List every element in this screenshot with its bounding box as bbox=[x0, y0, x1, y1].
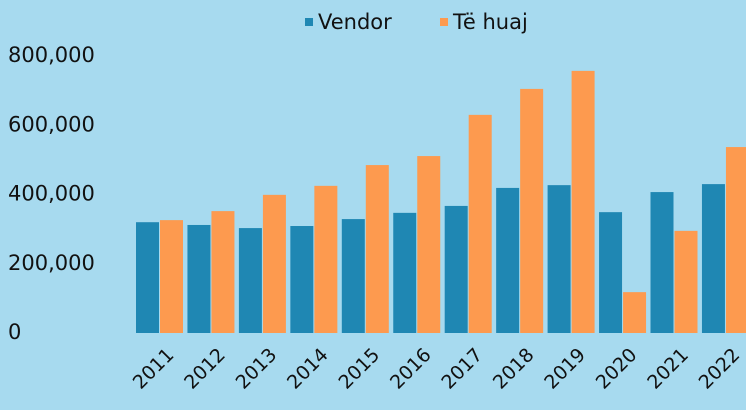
x-tick-label: 2019 bbox=[540, 344, 590, 394]
y-tick-label: 400,000 bbox=[8, 182, 95, 206]
legend-label: Vendor bbox=[318, 10, 392, 34]
bar bbox=[262, 194, 286, 333]
bar bbox=[417, 156, 441, 333]
x-tick-label: 2021 bbox=[643, 344, 693, 394]
bar bbox=[211, 211, 235, 333]
x-tick-label: 2013 bbox=[232, 344, 282, 394]
bar bbox=[623, 292, 647, 333]
legend-swatch bbox=[440, 18, 448, 26]
x-tick-label: 2018 bbox=[489, 344, 539, 394]
bar bbox=[290, 226, 314, 333]
bar bbox=[468, 114, 492, 333]
bar bbox=[444, 205, 468, 333]
bar bbox=[187, 224, 211, 333]
x-tick-label: 2012 bbox=[180, 344, 230, 394]
legend-swatch bbox=[305, 18, 313, 26]
y-tick-label: 0 bbox=[8, 320, 21, 344]
bar bbox=[547, 185, 571, 333]
x-tick-label: 2022 bbox=[695, 344, 745, 394]
bar bbox=[571, 70, 595, 334]
bar bbox=[701, 184, 725, 333]
bar bbox=[520, 88, 544, 333]
y-tick-label: 800,000 bbox=[8, 43, 95, 67]
bar bbox=[238, 228, 262, 333]
y-tick-label: 200,000 bbox=[8, 251, 95, 275]
bar bbox=[314, 185, 338, 333]
bar bbox=[136, 222, 159, 333]
bar bbox=[725, 147, 746, 333]
y-tick-label: 600,000 bbox=[8, 112, 95, 136]
bar bbox=[160, 220, 183, 333]
x-tick-label: 2017 bbox=[437, 344, 487, 394]
x-tick-label: 2016 bbox=[386, 344, 436, 394]
bar bbox=[599, 212, 623, 333]
x-tick-label: 2015 bbox=[334, 344, 384, 394]
legend-label: Të huaj bbox=[452, 10, 528, 34]
x-tick-label: 2014 bbox=[283, 344, 333, 394]
bar bbox=[496, 187, 520, 333]
bar bbox=[674, 230, 698, 333]
bar bbox=[393, 212, 417, 333]
x-tick-label: 2020 bbox=[592, 344, 642, 394]
bar bbox=[341, 219, 365, 333]
bar bbox=[650, 192, 674, 333]
bar bbox=[365, 165, 389, 333]
x-tick-label: 2011 bbox=[129, 344, 179, 394]
